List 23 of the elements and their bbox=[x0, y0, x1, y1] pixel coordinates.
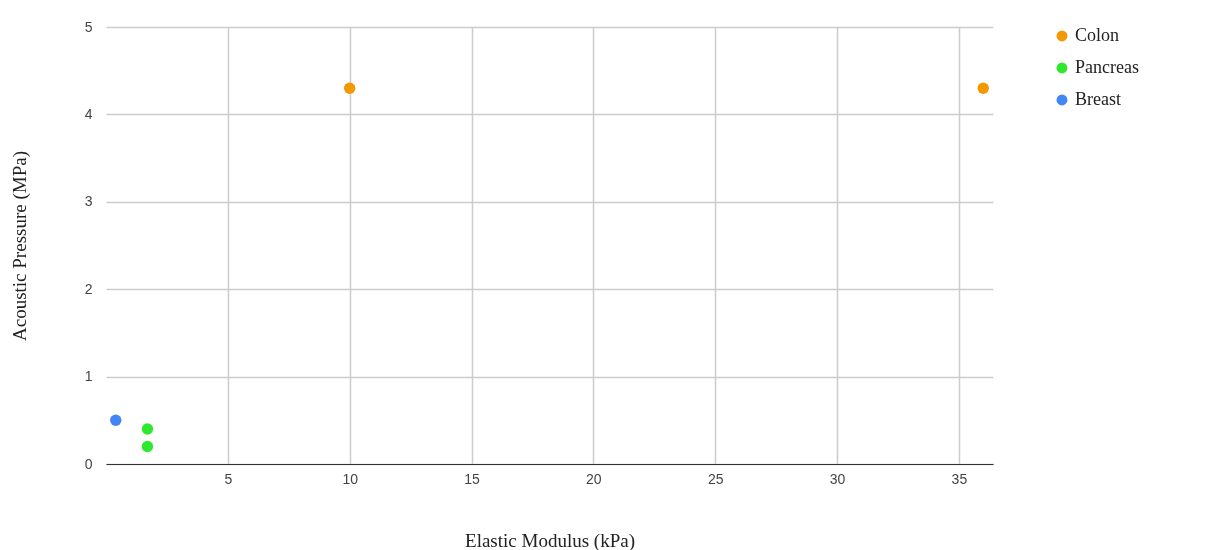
point bbox=[141, 423, 154, 435]
point bbox=[141, 440, 154, 453]
y-tick-label: 1 bbox=[84, 368, 93, 385]
point bbox=[977, 82, 989, 94]
x-tick-label: 15 bbox=[464, 470, 481, 487]
y-tick-label: 2 bbox=[84, 280, 93, 297]
y-tick-label: 5 bbox=[84, 18, 93, 35]
x-tick-label: 10 bbox=[342, 470, 359, 487]
y-tick-label: 0 bbox=[84, 455, 93, 472]
x-tick-label: 30 bbox=[829, 470, 846, 487]
x-axis-title: Elastic Modulus (kPa) bbox=[465, 529, 635, 550]
legend-label: Colon bbox=[1075, 25, 1120, 45]
x-tick-label: 35 bbox=[951, 470, 968, 487]
y-tick-label: 4 bbox=[84, 105, 93, 122]
y-axis-title: Acoustic Pressure (MPa) bbox=[8, 151, 31, 341]
legend-label: Pancreas bbox=[1075, 57, 1139, 77]
x-tick-label: 5 bbox=[224, 470, 233, 487]
point bbox=[343, 82, 356, 94]
x-tick-label: 20 bbox=[586, 470, 602, 487]
point bbox=[110, 414, 122, 426]
y-tick-label: 3 bbox=[84, 193, 93, 210]
x-tick-label: 25 bbox=[707, 470, 724, 487]
legend-label: Breast bbox=[1075, 89, 1121, 109]
